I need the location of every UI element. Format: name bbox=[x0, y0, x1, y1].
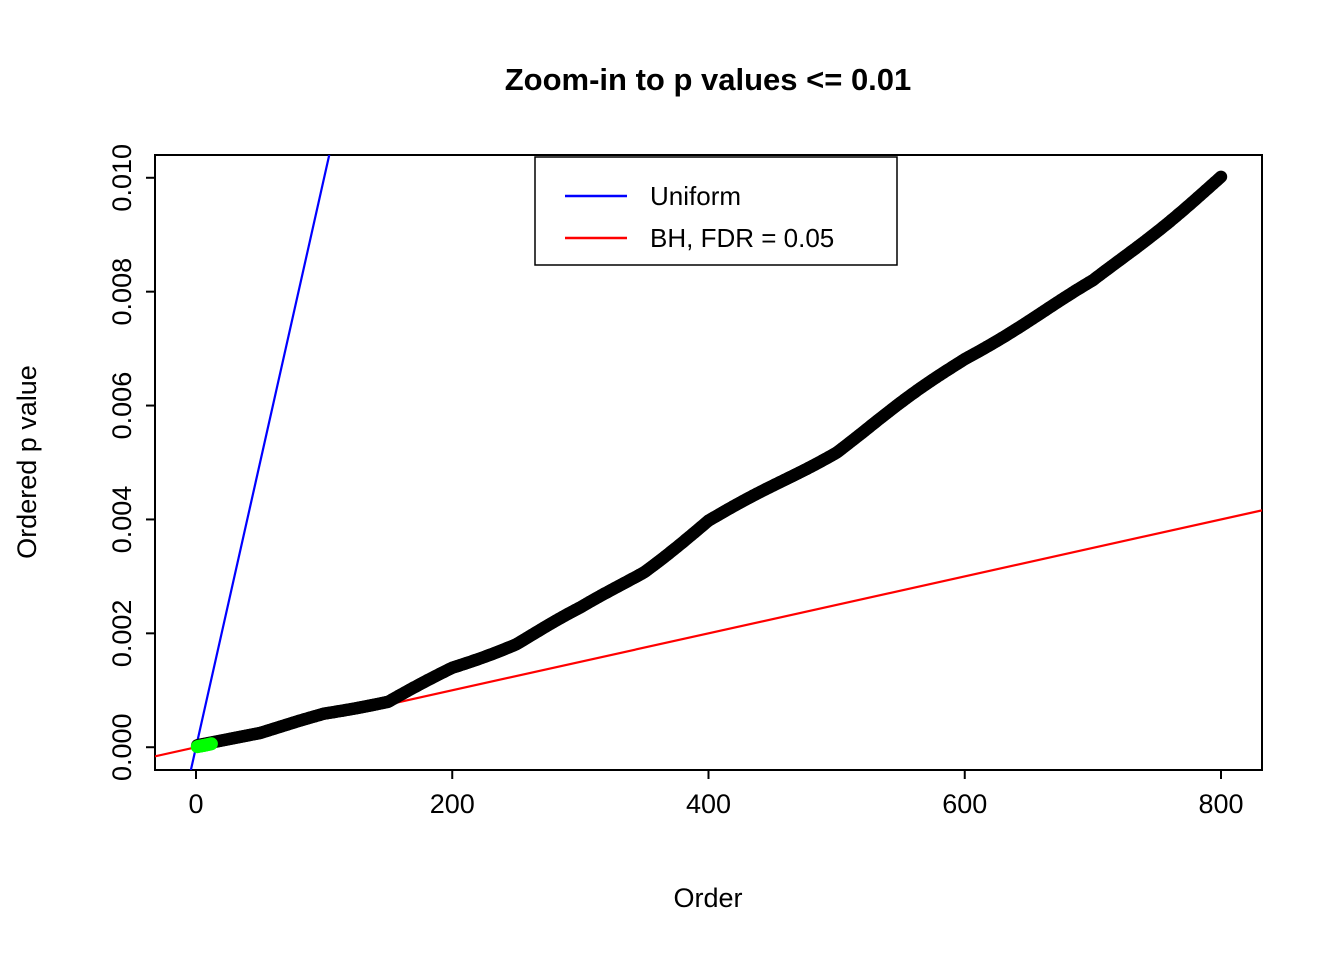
legend-label-uniform: Uniform bbox=[650, 181, 741, 211]
y-tick-label: 0.002 bbox=[107, 600, 137, 668]
y-tick-label: 0.006 bbox=[107, 372, 137, 440]
x-tick-label: 600 bbox=[942, 789, 987, 819]
x-tick-label: 400 bbox=[686, 789, 731, 819]
legend-box bbox=[534, 156, 898, 266]
y-tick-label: 0.004 bbox=[107, 486, 137, 554]
significant-p-points bbox=[190, 737, 218, 754]
legend-label-bh: BH, FDR = 0.05 bbox=[650, 223, 834, 253]
y-tick-label: 0.008 bbox=[107, 258, 137, 326]
y-tick-label: 0.010 bbox=[107, 144, 137, 212]
x-axis-ticks: 0 200 400 600 800 bbox=[188, 770, 1244, 819]
chart-title: Zoom-in to p values <= 0.01 bbox=[505, 62, 912, 97]
x-tick-label: 0 bbox=[188, 789, 203, 819]
x-tick-label: 200 bbox=[430, 789, 475, 819]
x-axis-label: Order bbox=[673, 883, 742, 913]
y-axis-ticks: 0.000 0.002 0.004 0.006 0.008 0.010 bbox=[107, 144, 155, 781]
y-tick-label: 0.000 bbox=[107, 713, 137, 781]
legend: Uniform BH, FDR = 0.05 bbox=[534, 156, 898, 266]
plot-area: 0 200 400 600 8000.0000.0020.0040.0060.0080.… bbox=[107, 144, 1263, 819]
x-tick-label: 800 bbox=[1198, 789, 1243, 819]
y-axis-label: Ordered p value bbox=[12, 365, 42, 559]
